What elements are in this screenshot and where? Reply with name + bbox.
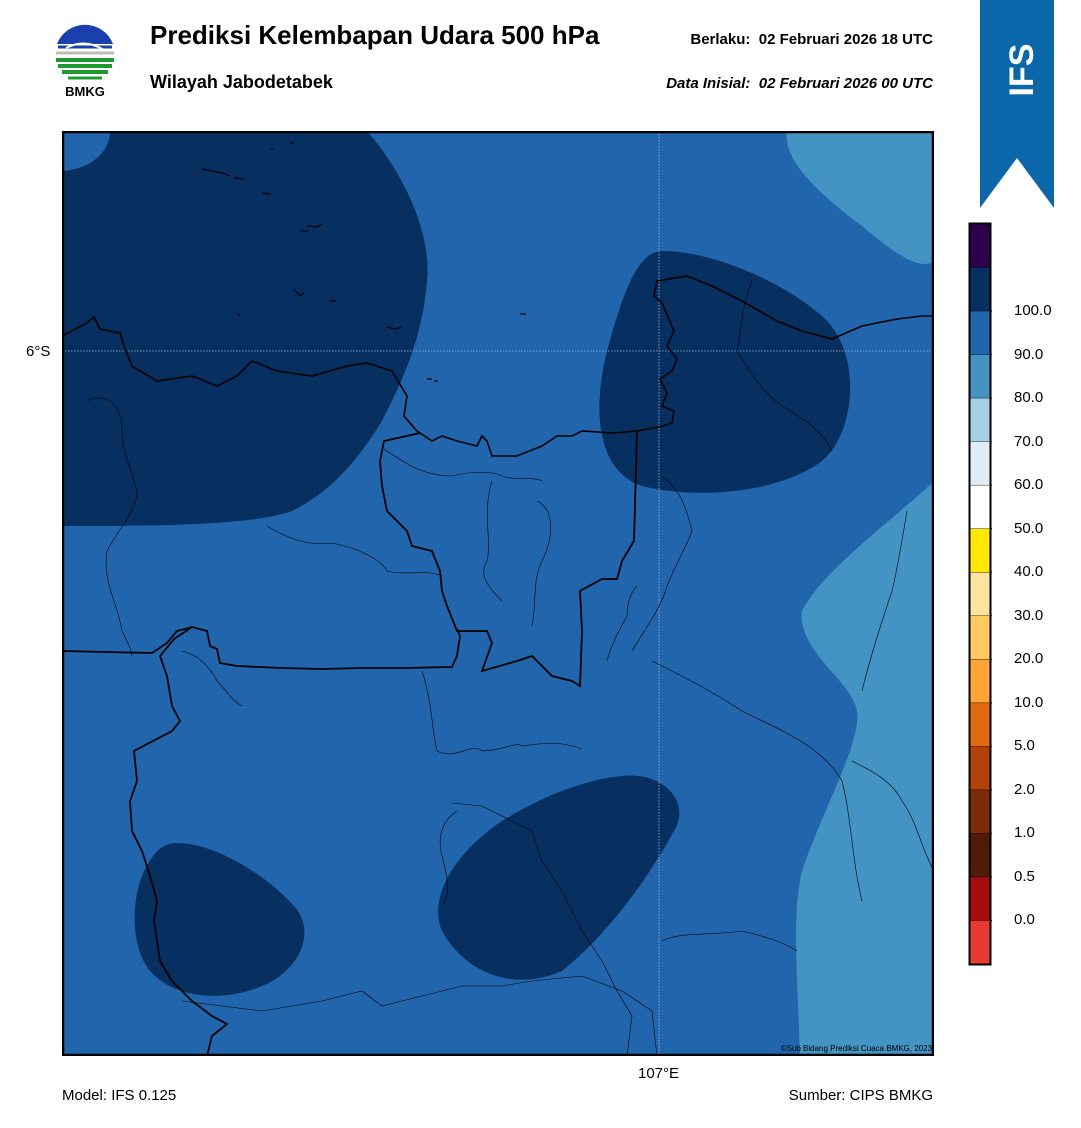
colorbar-segment	[970, 485, 990, 530]
colorbar-segment	[970, 224, 990, 269]
colorbar-segment	[970, 311, 990, 356]
page-subtitle: Wilayah Jabodetabek	[150, 72, 333, 92]
colorbar-segment	[970, 702, 990, 747]
bmkg-logo-icon	[55, 23, 115, 83]
ifs-ribbon: IFS	[980, 0, 1054, 208]
copyright-text: ©Sub Bidang Prediksi Cuaca BMKG, 2023	[780, 1044, 932, 1053]
colorbar-tick-label: 30.0	[1014, 606, 1044, 624]
colorbar-segment	[970, 572, 990, 617]
colorbar-tick-label: 40.0	[1014, 563, 1044, 581]
colorbar-border	[968, 222, 992, 966]
colorbar-segment	[970, 876, 990, 921]
colorbar-segment	[970, 833, 990, 878]
ribbon-text: IFS	[1003, 44, 1041, 97]
colorbar-tick-label: 50.0	[1014, 519, 1044, 537]
colorbar-tick-label: 90.0	[1014, 345, 1044, 363]
colorbar-tick-label: 10.0	[1014, 693, 1044, 711]
colorbar-tick-label: 20.0	[1014, 650, 1044, 668]
source-label: Sumber: CIPS BMKG	[788, 1087, 933, 1104]
colorbar-tick-label: 1.0	[1014, 824, 1035, 842]
colorbar-tick-label: 80.0	[1014, 389, 1044, 407]
colorbar-segment	[970, 528, 990, 573]
colorbar-tick-label: 5.0	[1014, 737, 1035, 755]
colorbar	[968, 222, 992, 966]
colorbar-segment	[970, 398, 990, 443]
init-time: Data Inisial: 02 Februari 2026 00 UTC	[666, 75, 933, 92]
valid-label: Berlaku:	[690, 31, 751, 48]
colorbar-tick-label: 60.0	[1014, 476, 1044, 494]
colorbar-tick-label: 2.0	[1014, 780, 1035, 798]
valid-time: Berlaku: 02 Februari 2026 18 UTC	[690, 31, 933, 48]
colorbar-tick-label: 70.0	[1014, 432, 1044, 450]
logo-text: BMKG	[65, 84, 105, 99]
colorbar-tick-label: 100.0	[1014, 302, 1052, 320]
colorbar-segment	[970, 354, 990, 399]
colorbar-tick-label: 0.5	[1014, 867, 1035, 885]
colorbar-segment	[970, 789, 990, 834]
colorbar-segment	[970, 441, 990, 486]
longitude-label: 107°E	[638, 1065, 680, 1082]
init-label: Data Inisial:	[666, 75, 751, 92]
model-label: Model: IFS 0.125	[62, 1087, 177, 1104]
page-title: Prediksi Kelembapan Udara 500 hPa	[150, 20, 600, 50]
init-value: 02 Februari 2026 00 UTC	[758, 75, 933, 92]
colorbar-tick-label: 0.0	[1014, 911, 1035, 929]
colorbar-segment	[970, 267, 990, 312]
latitude-label: 6°S	[26, 343, 51, 360]
colorbar-segment	[970, 746, 990, 791]
colorbar-segment	[970, 920, 990, 965]
colorbar-segment	[970, 659, 990, 704]
humidity-map	[62, 131, 934, 1056]
valid-value: 02 Februari 2026 18 UTC	[758, 31, 933, 48]
colorbar-segment	[970, 615, 990, 660]
